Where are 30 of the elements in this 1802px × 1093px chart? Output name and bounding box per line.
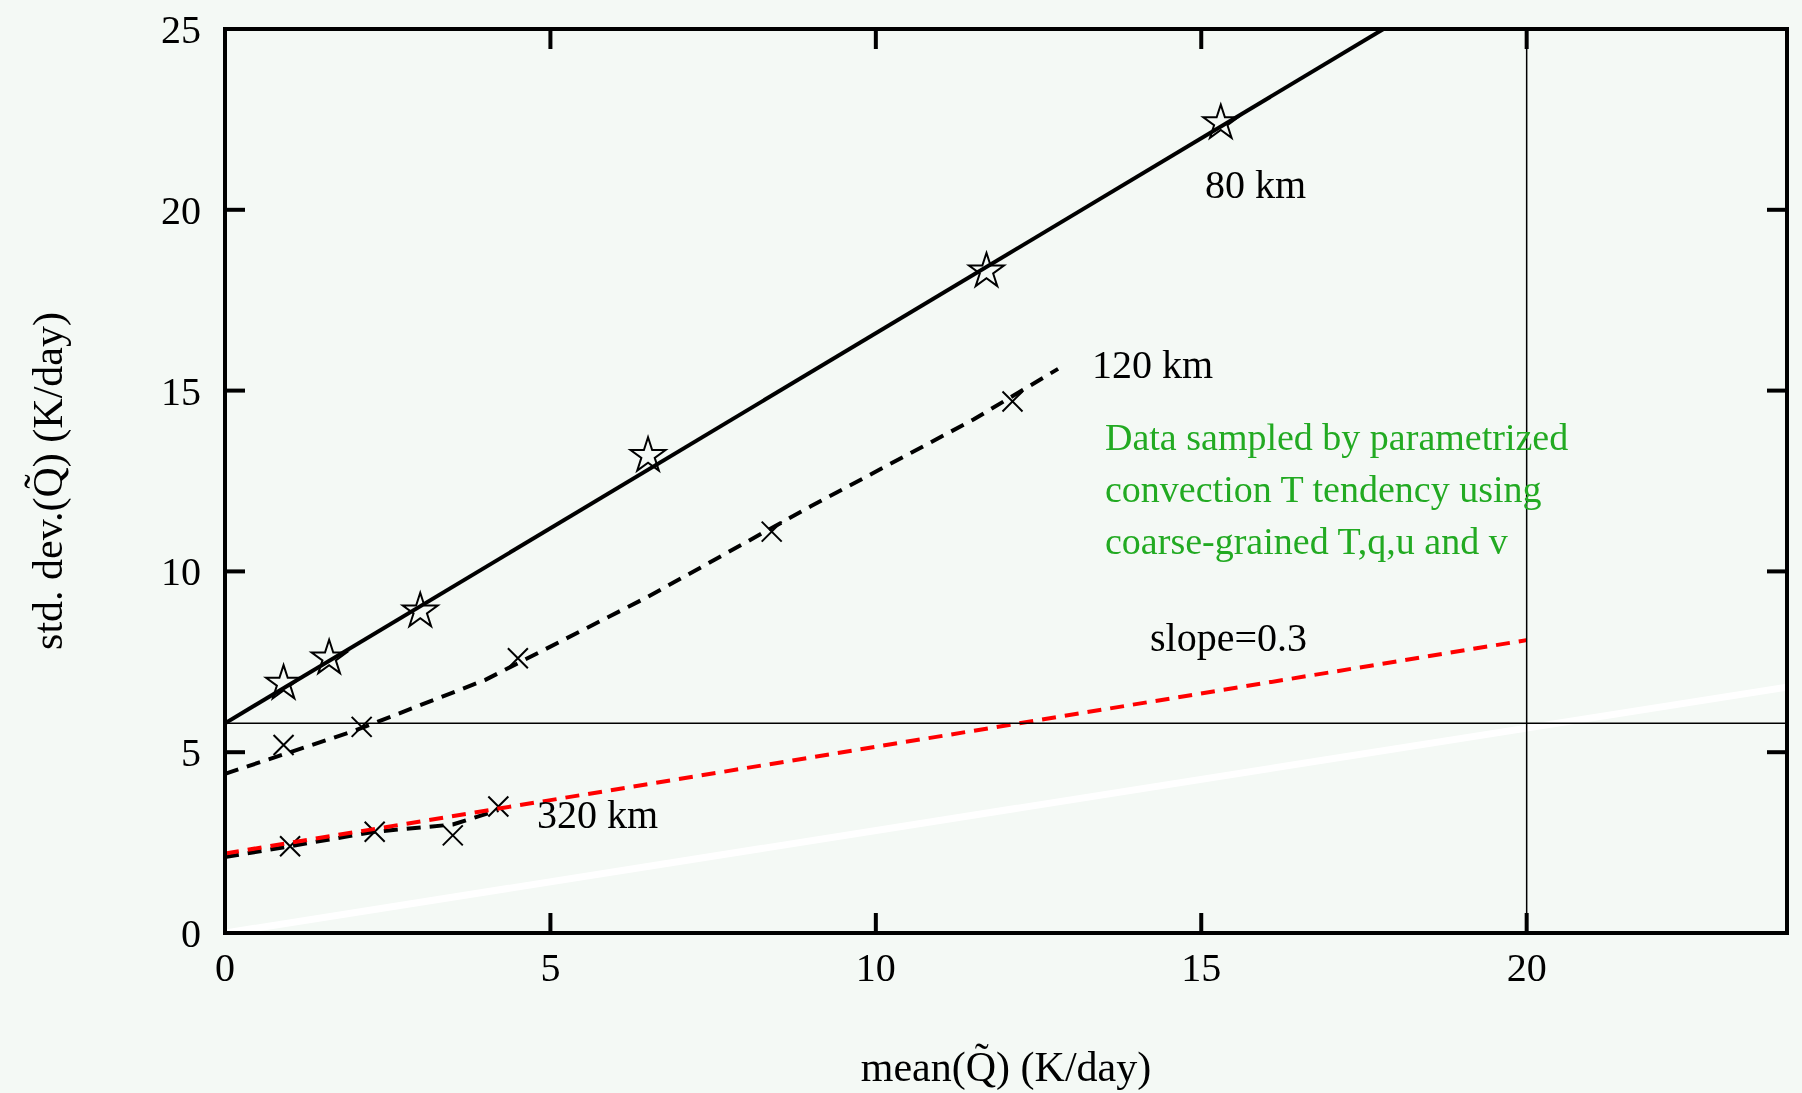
y-tick-label: 5 [181,730,201,776]
point [308,636,350,676]
point [279,835,302,858]
x-tick-label: 10 [855,945,896,990]
point [1001,390,1024,413]
point [363,820,386,843]
y-tick-label: 15 [161,368,201,414]
y-tick-label: 0 [181,911,201,956]
x-tick-label: 20 [1506,945,1547,990]
y-axis-title: std. dev.(Q̃) (K/day) [24,312,72,650]
annotation: 80 km [1205,162,1307,207]
point [441,824,464,847]
point [1200,101,1242,141]
y-tick-label: 25 [161,7,201,52]
annotation: slope=0.3 [1150,615,1307,660]
point [487,795,510,818]
y-tick-label: 10 [161,549,201,595]
x-tick-label: 0 [215,945,235,990]
x-tick-label: 15 [1181,945,1222,990]
point [627,434,669,474]
point [350,715,373,738]
point [506,647,529,670]
x-axis-title: mean(Q̃) (K/day) [860,1043,1152,1091]
annotation: 320 km [537,792,659,837]
annotation: 120 km [1092,342,1214,387]
point [399,589,441,629]
point [760,520,783,543]
x-tick-label: 5 [540,945,561,990]
point [272,733,295,756]
y-tick-label: 20 [161,187,201,233]
